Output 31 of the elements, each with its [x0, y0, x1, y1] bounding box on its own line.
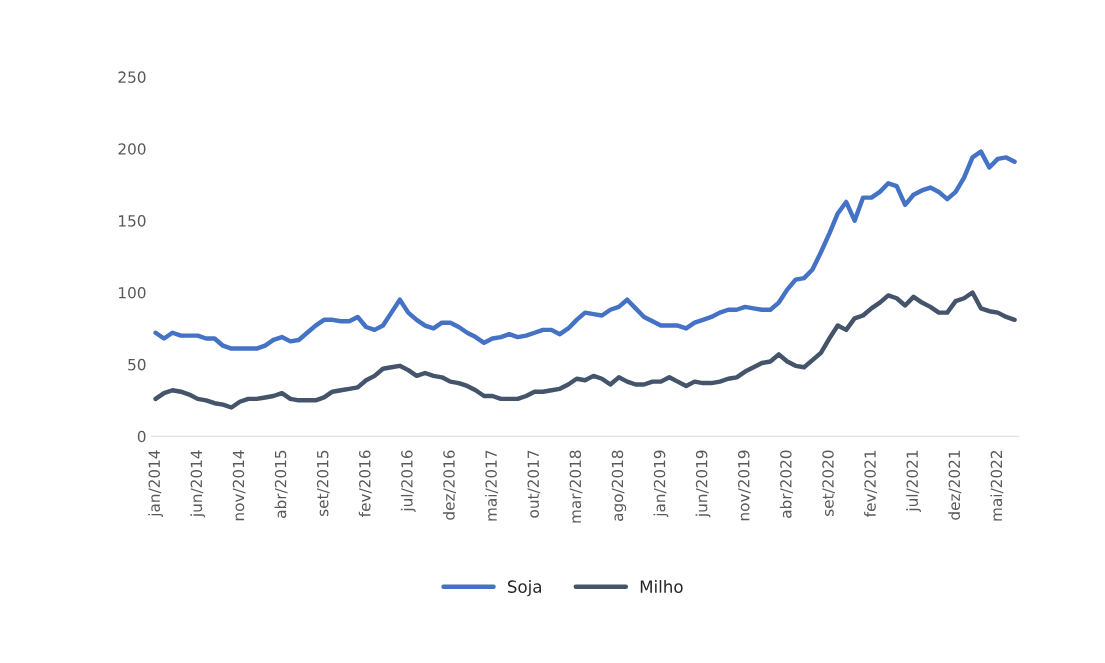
x-tick-label: nov/2014 — [232, 450, 246, 521]
x-tick-label: mai/2022 — [990, 450, 1004, 521]
line-series — [153, 290, 1017, 410]
x-tick-label: jan/2019 — [653, 450, 669, 518]
x-tick-label: out/2017 — [527, 450, 541, 518]
x-tick-label: dez/2016 — [442, 450, 456, 520]
x-tick-label: abr/2015 — [274, 450, 288, 518]
x-tick-label: set/2015 — [316, 450, 330, 516]
x-tick-label: mai/2017 — [485, 450, 499, 521]
x-tick-label: fev/2021 — [864, 450, 878, 517]
x-tick-label: dez/2021 — [948, 450, 962, 520]
legend-label: Milho — [640, 580, 683, 593]
line-series — [153, 149, 1017, 351]
x-tick-label: jul/2021 — [906, 450, 921, 512]
y-tick-label: 0 — [137, 430, 146, 443]
x-tick-label: ago/2018 — [611, 450, 627, 521]
y-tick-label: 100 — [119, 286, 146, 299]
x-tick-label: mar/2018 — [569, 450, 583, 523]
x-tick-label: nov/2019 — [737, 450, 751, 521]
y-tick-label: 200 — [118, 143, 146, 155]
x-tick-label: fev/2016 — [358, 450, 372, 517]
x-tick-label: jan/2014 — [148, 450, 163, 518]
x-tick-label: set/2020 — [822, 450, 835, 516]
y-tick-label: 150 — [119, 215, 146, 227]
legend-label: Soja — [507, 580, 541, 597]
y-tick-label: 250 — [118, 71, 146, 83]
x-tick-label: jun/2019 — [695, 450, 711, 518]
y-tick-label: 50 — [128, 358, 146, 371]
x-tick-label: jun/2014 — [190, 450, 206, 518]
x-tick-label: jul/2016 — [400, 450, 416, 512]
x-tick-label: abr/2020 — [779, 450, 793, 518]
